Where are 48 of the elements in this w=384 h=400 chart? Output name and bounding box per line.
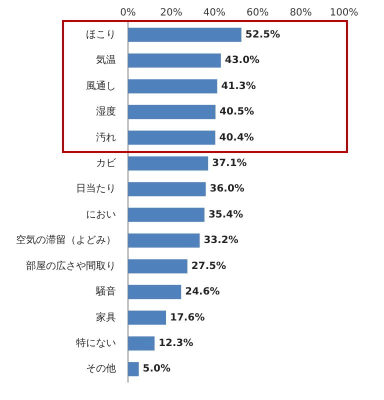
y-tick-label: 湿度 (96, 106, 116, 118)
y-tick-label: 風通し (86, 80, 116, 92)
data-label: 5.0% (142, 364, 171, 375)
bar (128, 130, 216, 145)
data-label: 43.0% (224, 55, 260, 66)
bar (128, 310, 166, 325)
y-tick-label: におい (86, 209, 116, 220)
y-tick-label: 特にない (76, 337, 116, 350)
bar (128, 336, 155, 350)
bar (128, 182, 206, 196)
y-tick-label: 気温 (96, 54, 116, 66)
y-tick-label: 空気の滞留（よどみ） (16, 234, 116, 246)
data-label: 24.6% (185, 286, 220, 298)
bar (128, 259, 188, 274)
bar (128, 104, 216, 120)
bar (128, 156, 208, 170)
data-label: 41.3% (221, 80, 256, 92)
data-label: 37.1% (212, 158, 247, 170)
bar (128, 362, 139, 376)
x-tick-label: 40% (203, 8, 226, 19)
y-tick-label: 汚れ (96, 131, 116, 144)
bar (128, 79, 218, 94)
data-label: 27.5% (191, 260, 226, 272)
bar (128, 208, 204, 222)
y-tick-label: その他 (86, 362, 116, 375)
data-label: 36.0% (210, 184, 244, 195)
bar (128, 54, 221, 68)
y-tick-label: 日当たり (76, 182, 116, 195)
x-tick-label: 80% (290, 8, 312, 19)
y-tick-label: ほこり (86, 29, 116, 40)
x-tick-label: 100% (330, 8, 358, 19)
data-label: 33.2% (204, 235, 238, 246)
bar (128, 234, 200, 248)
y-tick-label: 家具 (96, 311, 116, 324)
data-label: 40.5% (219, 106, 254, 118)
bar (128, 28, 242, 42)
data-label: 17.6% (170, 312, 205, 324)
x-tick-label: 0% (120, 8, 136, 19)
y-tick-label: カビ (96, 158, 117, 170)
y-tick-label: 騒音 (95, 286, 116, 298)
x-tick-label: 20% (160, 8, 182, 19)
bar (128, 284, 182, 300)
data-label: 35.4% (208, 209, 244, 220)
data-label: 12.3% (158, 338, 194, 350)
data-label: 40.4% (219, 132, 254, 144)
x-tick-label: 60% (246, 8, 269, 19)
data-label: 52.5% (245, 29, 280, 40)
y-tick-label: 部屋の広さや間取り (26, 260, 116, 272)
